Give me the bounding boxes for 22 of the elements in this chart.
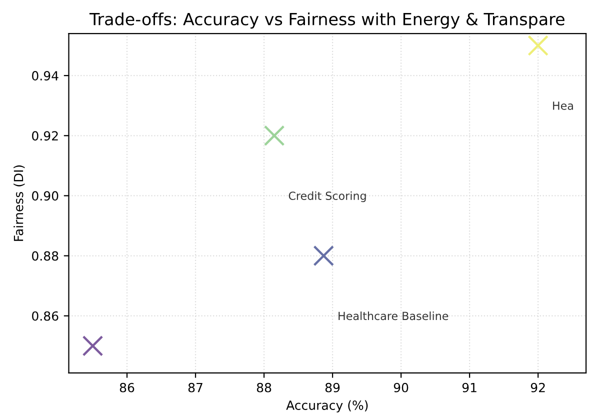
- y-tick-label: 0.92: [32, 131, 58, 141]
- point: [528, 35, 549, 56]
- annotation: Hea: [553, 102, 573, 110]
- y-tick-label: 0.88: [32, 251, 58, 261]
- x-tick-label: 90: [394, 382, 408, 392]
- y-tick-label: 0.90: [32, 191, 58, 201]
- point: [82, 335, 104, 356]
- annotation: Credit Scoring: [288, 191, 366, 202]
- y-axis-title: Fairness (DI): [14, 165, 25, 241]
- y-tick-label: 0.94: [32, 71, 58, 80]
- point: [313, 245, 334, 266]
- x-tick-label: 89: [325, 382, 340, 392]
- x-tick-label: 86: [120, 382, 134, 392]
- chart-title: Trade-offs: Accuracy vs Fairness with Energy & Transpare: [89, 12, 564, 29]
- x-tick-label: 87: [188, 382, 202, 392]
- x-axis-title: Accuracy (%): [286, 400, 368, 412]
- point: [264, 125, 285, 146]
- x-tick-label: 92: [530, 382, 545, 392]
- annotation: Healthcare Baseline: [338, 312, 448, 320]
- x-tick-label: 88: [256, 382, 272, 392]
- y-tick-label: 0.86: [32, 311, 58, 321]
- x-tick-label: 91: [462, 382, 476, 392]
